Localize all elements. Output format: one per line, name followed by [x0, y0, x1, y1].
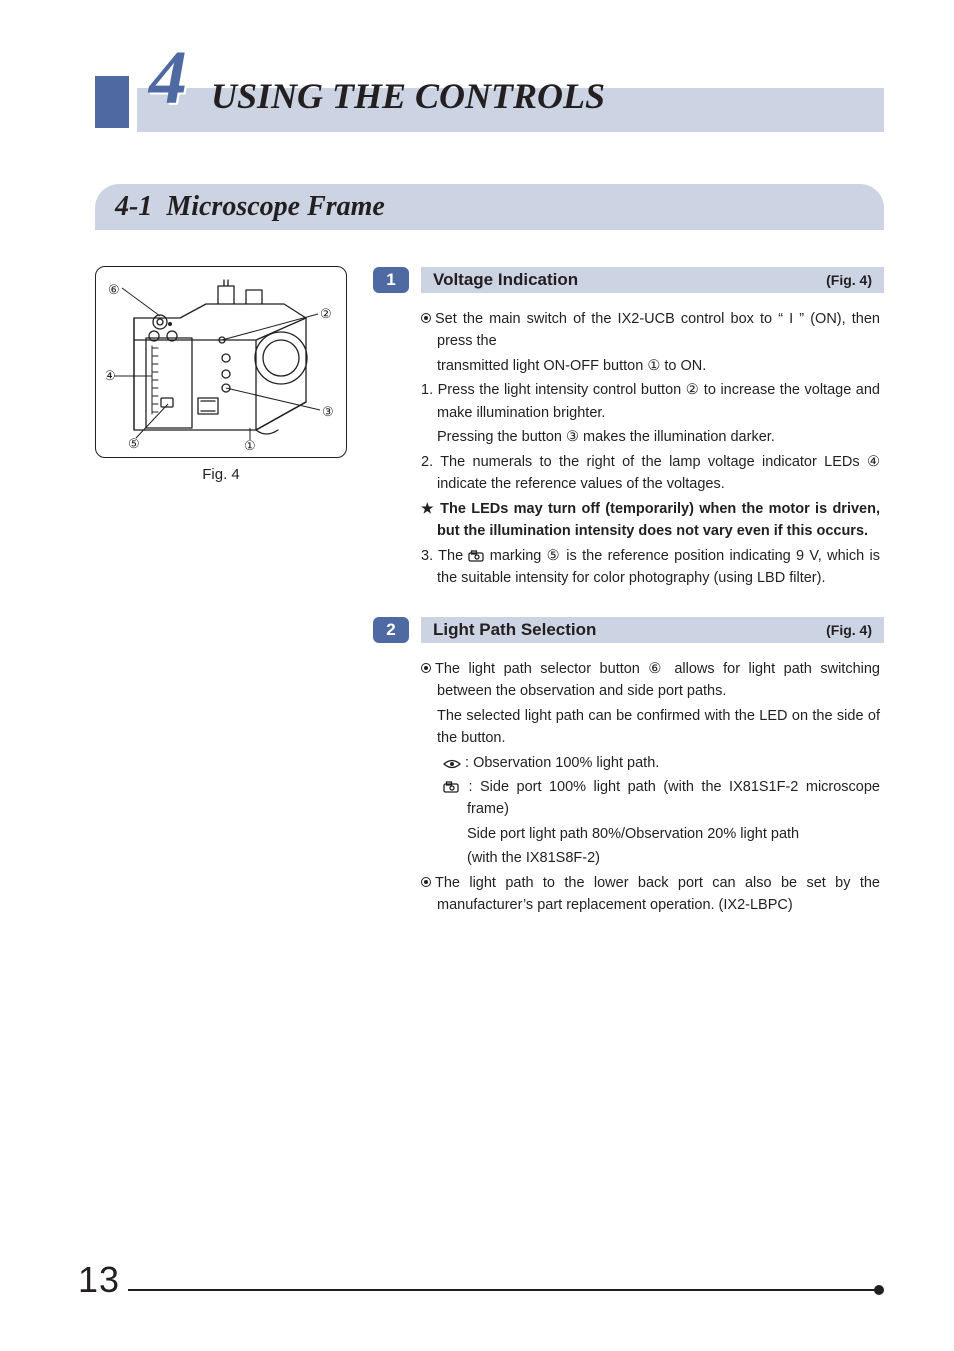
body-column: 1 Voltage Indication (Fig. 4) Set the ma…	[373, 266, 884, 919]
item-2-number: 2	[373, 617, 409, 643]
body-paragraph: The selected light path can be confirmed…	[421, 705, 880, 750]
item-1-header: 1 Voltage Indication (Fig. 4)	[373, 266, 884, 294]
item-2: 2 Light Path Selection (Fig. 4) The ligh…	[373, 616, 884, 917]
callout-3: ③	[322, 404, 334, 419]
item-1-body: Set the main switch of the IX2-UCB contr…	[373, 308, 884, 590]
body-paragraph: The light path selector button ⑥ allows …	[421, 658, 880, 703]
body-paragraph: 1. Press the light intensity control but…	[421, 379, 880, 424]
body-paragraph: transmitted light ON-OFF button ① to ON.	[421, 355, 880, 377]
item-2-title: Light Path Selection	[433, 620, 596, 640]
item-1-title: Voltage Indication	[433, 270, 578, 290]
body-paragraph: ★ The LEDs may turn off (temporarily) wh…	[421, 498, 880, 543]
item-1: 1 Voltage Indication (Fig. 4) Set the ma…	[373, 266, 884, 590]
chapter-accent	[95, 76, 129, 128]
item-2-body: The light path selector button ⑥ allows …	[373, 658, 884, 917]
body-paragraph: The light path to the lower back port ca…	[421, 872, 880, 917]
section-title: 4-1 Microscope Frame	[95, 191, 385, 223]
callout-5: ⑤	[128, 436, 140, 451]
callout-1: ①	[244, 438, 256, 451]
chapter-title: USING THE CONTROLS	[211, 74, 605, 118]
item-1-ref: (Fig. 4)	[826, 272, 872, 288]
chapter-number: 4	[149, 40, 187, 116]
page-number: 13	[78, 1259, 120, 1301]
page: 4 USING THE CONTROLS 4-1 Microscope Fram…	[0, 0, 954, 1351]
section-number: 4-1	[115, 191, 152, 222]
footer-dot	[874, 1285, 884, 1295]
body-paragraph: Side port light path 80%/Observation 20%…	[421, 823, 880, 845]
body-paragraph: Set the main switch of the IX2-UCB contr…	[421, 308, 880, 353]
footer-rule	[128, 1289, 880, 1291]
callout-6: ⑥	[108, 282, 120, 297]
body-paragraph: Pressing the button ③ makes the illumina…	[421, 426, 880, 448]
section-name: Microscope Frame	[166, 191, 385, 222]
body-paragraph: 2. The numerals to the right of the lamp…	[421, 451, 880, 496]
item-1-bar: Voltage Indication (Fig. 4)	[421, 267, 884, 293]
body-paragraph: 3. The marking ⑤ is the reference positi…	[421, 545, 880, 590]
item-2-header: 2 Light Path Selection (Fig. 4)	[373, 616, 884, 644]
chapter-header: 4 USING THE CONTROLS	[95, 70, 884, 132]
callout-4: ④	[106, 368, 116, 383]
figure-caption: Fig. 4	[95, 466, 347, 483]
content-row: ⑥ ② ③ ④ ⑤ ① Fig. 4 1 Voltage Indication	[95, 266, 884, 919]
item-2-bar: Light Path Selection (Fig. 4)	[421, 617, 884, 643]
figure-svg: ⑥ ② ③ ④ ⑤ ①	[106, 279, 336, 451]
item-2-ref: (Fig. 4)	[826, 622, 872, 638]
figure-box: ⑥ ② ③ ④ ⑤ ①	[95, 266, 347, 458]
body-paragraph: (with the IX81S8F-2)	[421, 847, 880, 869]
body-paragraph: : Side port 100% light path (with the IX…	[421, 776, 880, 821]
section-header: 4-1 Microscope Frame	[95, 184, 884, 230]
figure-column: ⑥ ② ③ ④ ⑤ ① Fig. 4	[95, 266, 347, 919]
callout-2: ②	[320, 306, 332, 321]
body-paragraph: : Observation 100% light path.	[421, 752, 880, 774]
item-1-number: 1	[373, 267, 409, 293]
